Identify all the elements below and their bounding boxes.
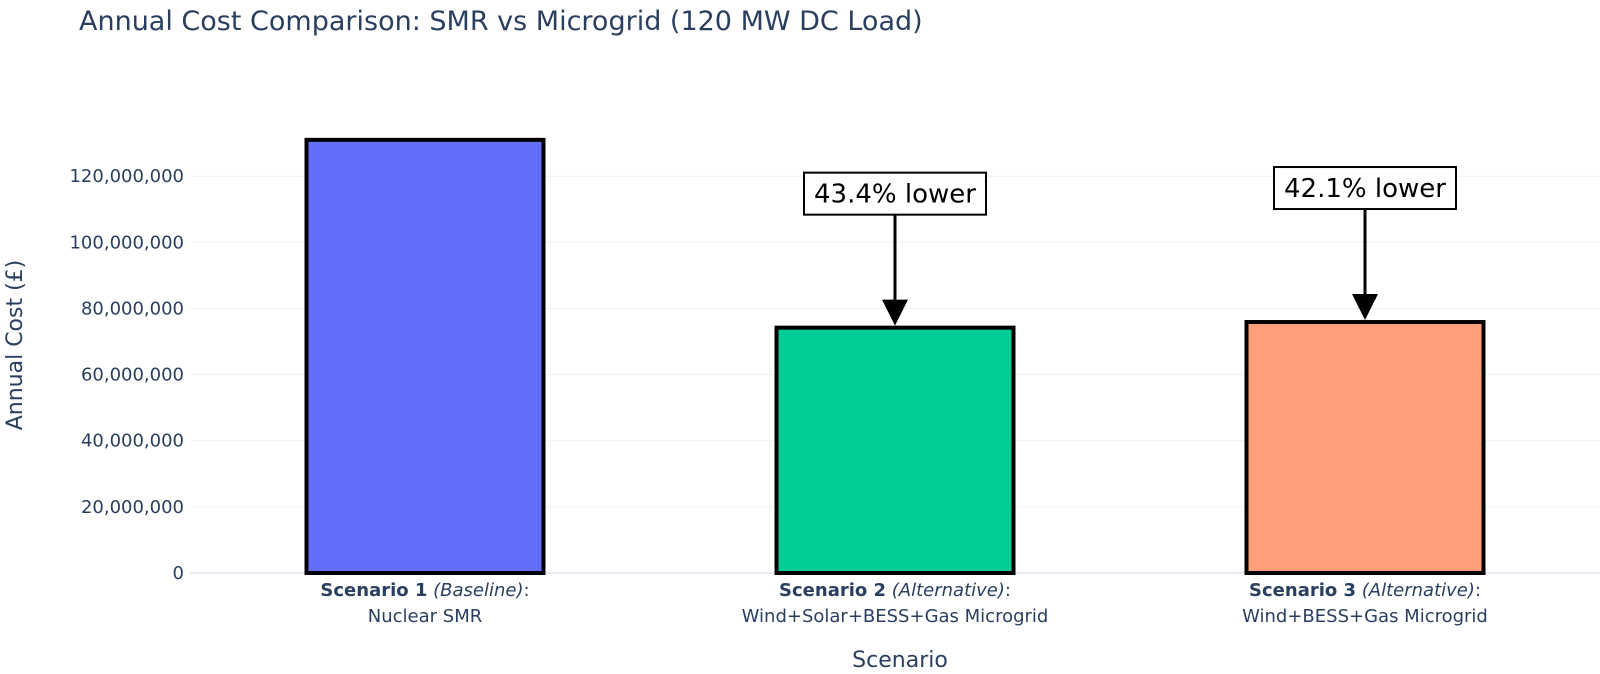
x-tick-label: Scenario 2 (Alternative): [779,580,1011,601]
y-tick-label: 40,000,000 [81,431,184,452]
x-tick-label: Scenario 1 (Baseline): [320,580,529,601]
chart-title: Annual Cost Comparison: SMR vs Microgrid… [79,6,923,37]
annotation-box [1273,166,1457,211]
y-tick-label: 80,000,000 [81,298,184,319]
annotation-label: 43.4% lower [814,180,976,210]
annotation-arrowhead [882,299,908,326]
annotation-label: 42.1% lower [1284,174,1446,204]
y-tick-label: 100,000,000 [69,232,184,253]
y-tick-label: 20,000,000 [81,497,184,518]
x-tick-label: Scenario 3 (Alternative): [1249,580,1481,601]
y-tick-label: 120,000,000 [69,166,184,187]
x-tick-label-line2: Wind+Solar+BESS+Gas Microgrid [742,606,1049,627]
bar [774,325,1016,575]
y-tick-label: 0 [173,563,184,584]
x-tick-label-line2: Wind+BESS+Gas Microgrid [1242,606,1488,627]
y-axis-ticks: 0 20,000,000 40,000,000 60,000,000 80,000,00… [69,166,184,584]
y-tick-label: 60,000,000 [81,365,184,386]
annotation-arrowhead [1352,294,1378,321]
annotations: 43.4% lower 42.1% lower [803,166,1457,326]
x-tick-label-line2: Nuclear SMR [368,606,482,627]
annotation-box [803,171,987,216]
y-axis-title: Annual Cost (£) [3,260,28,431]
bar [304,137,546,575]
bar [1244,320,1486,575]
bars [304,137,1486,575]
x-axis-title: Scenario [852,648,948,673]
x-axis-categories: Scenario 1 (Baseline): Nuclear SMR Scenari… [320,580,1487,627]
